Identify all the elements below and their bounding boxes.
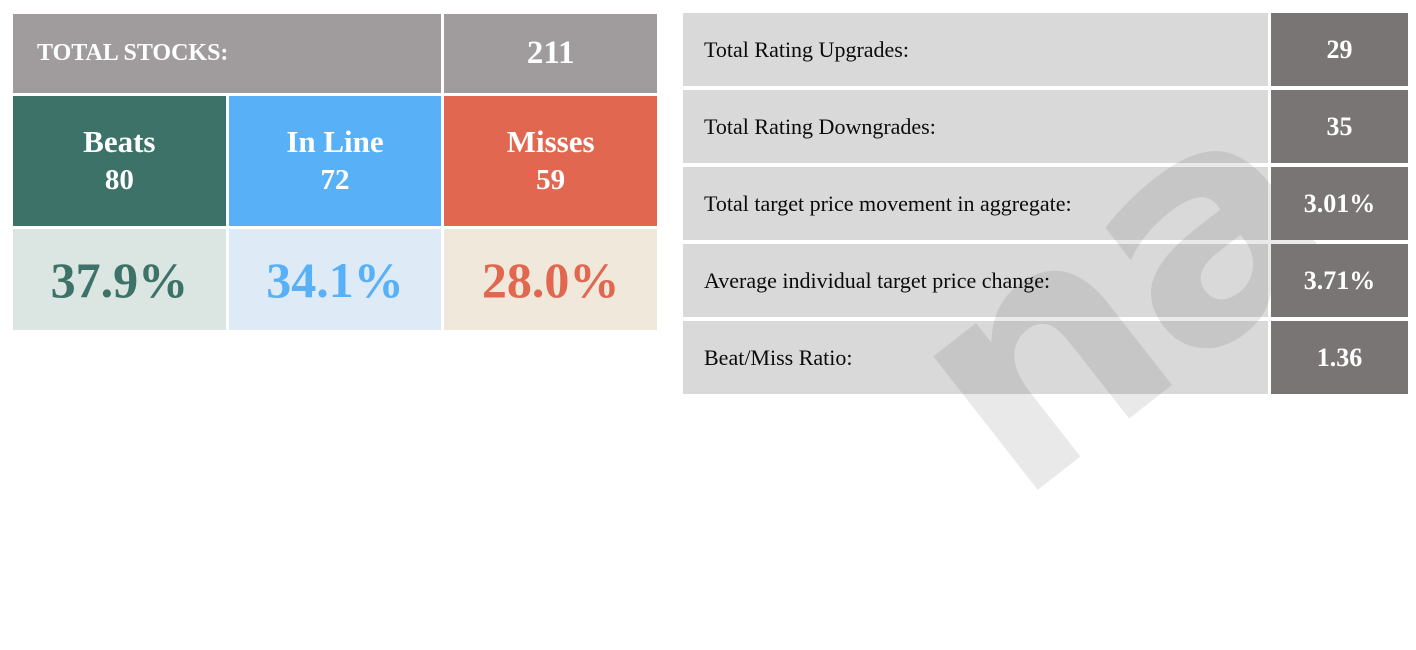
total-stocks-count: 211 [526,35,575,71]
beats-cell: Beats 80 [13,96,226,226]
row-label-text: Total Rating Upgrades: [704,36,909,62]
stocks-summary-page: { "left_panel": { "header_label": "TOTAL… [13,13,1408,565]
table-row-label: Total Rating Downgrades: [683,90,1268,163]
row-label-text: Total target price movement in aggregate… [704,190,1072,216]
table-row-label: Average individual target price change: [683,244,1268,317]
beats-label: Beats [83,124,156,159]
row-label-text: Average individual target price change: [704,267,1051,293]
inline-label: In Line [286,124,384,159]
total-stocks-value: 211 [444,14,657,93]
inline-percent-cell: 34.1% [228,229,442,330]
total-stocks-label: TOTAL STOCKS: [37,40,229,66]
earnings-summary-table: TOTAL STOCKS: 211 Beats 80 In Line 72 Mi… [13,14,657,330]
misses-percent-cell: 28.0% [444,229,657,330]
row-value-text: 3.01% [1303,188,1376,218]
beats-percent: 37.9% [50,251,189,308]
inline-count: 72 [320,164,350,197]
row-label-text: Total Rating Downgrades: [704,113,936,139]
row-value-text: 29 [1326,34,1353,64]
row-value-text: 35 [1326,111,1353,141]
misses-percent: 28.0% [481,251,620,308]
table-row-label: Total target price movement in aggregate… [683,167,1268,240]
misses-count: 59 [536,164,566,197]
misses-label: Misses [506,124,595,159]
row-value-text: 3.71% [1303,265,1376,295]
row-label-text: Beat/Miss Ratio: [704,344,853,370]
table-row-value: 1.36 [1271,321,1408,394]
row-value-text: 1.36 [1316,342,1363,372]
misses-cell: Misses 59 [444,96,657,226]
table-row-value: 35 [1271,90,1408,163]
table-row-value: 3.01% [1271,167,1408,240]
total-stocks-header: TOTAL STOCKS: [13,14,442,93]
table-row-label: Beat/Miss Ratio: [683,321,1268,394]
ratings-summary-table: Total Rating Upgrades: 29 Total Rating D… [683,13,1408,394]
inline-percent: 34.1% [266,251,404,308]
inline-cell: In Line 72 [228,96,442,226]
beats-percent-cell: 37.9% [13,229,226,330]
table-row-label: Total Rating Upgrades: [683,13,1268,86]
beats-count: 80 [104,164,134,197]
table-row-value: 29 [1271,13,1408,86]
table-row-value: 3.71% [1271,244,1408,317]
